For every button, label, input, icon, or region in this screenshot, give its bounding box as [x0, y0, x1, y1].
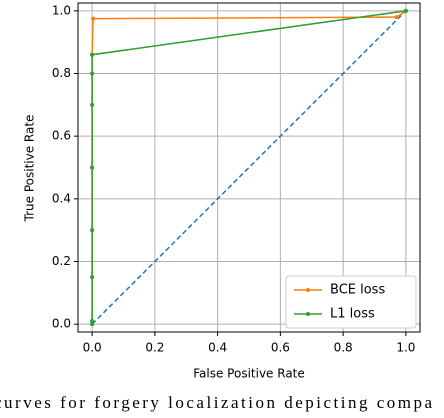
x-tick-label: 1.0 [396, 341, 415, 355]
y-tick-label: 0.0 [52, 317, 71, 331]
point [90, 228, 95, 233]
point [90, 71, 95, 76]
legend-label: BCE loss [330, 283, 385, 298]
x-tick-label: 0.2 [145, 341, 164, 355]
point [90, 102, 95, 107]
caption: curves for forgery localization depictin… [0, 393, 435, 412]
point [403, 8, 408, 13]
x-tick-label: 0.8 [334, 341, 353, 355]
legend-label: L1 loss [330, 307, 375, 322]
y-axis-label: True Positive Rate [23, 115, 37, 223]
point [91, 16, 96, 21]
point [90, 322, 95, 327]
legend-marker [306, 312, 310, 316]
x-tick-label: 0.4 [208, 341, 227, 355]
x-axis-label: False Positive Rate [193, 367, 305, 381]
legend-box [285, 275, 417, 329]
legend-marker [306, 288, 310, 292]
y-tick-label: 0.6 [52, 129, 71, 143]
y-tick-label: 0.4 [52, 191, 71, 205]
x-tick-label: 0.6 [271, 341, 290, 355]
reference-line [91, 10, 407, 325]
plot-frame [77, 2, 421, 333]
point [90, 52, 95, 57]
point [90, 275, 95, 280]
legend: BCE loss L1 loss [285, 275, 417, 329]
x-tick-label: 0.0 [83, 341, 102, 355]
y-tick-label: 1.0 [52, 3, 71, 17]
point [394, 15, 399, 20]
point [90, 165, 95, 170]
point [90, 319, 95, 324]
y-tick-label: 0.2 [52, 254, 71, 268]
y-tick-label: 0.8 [52, 66, 71, 80]
